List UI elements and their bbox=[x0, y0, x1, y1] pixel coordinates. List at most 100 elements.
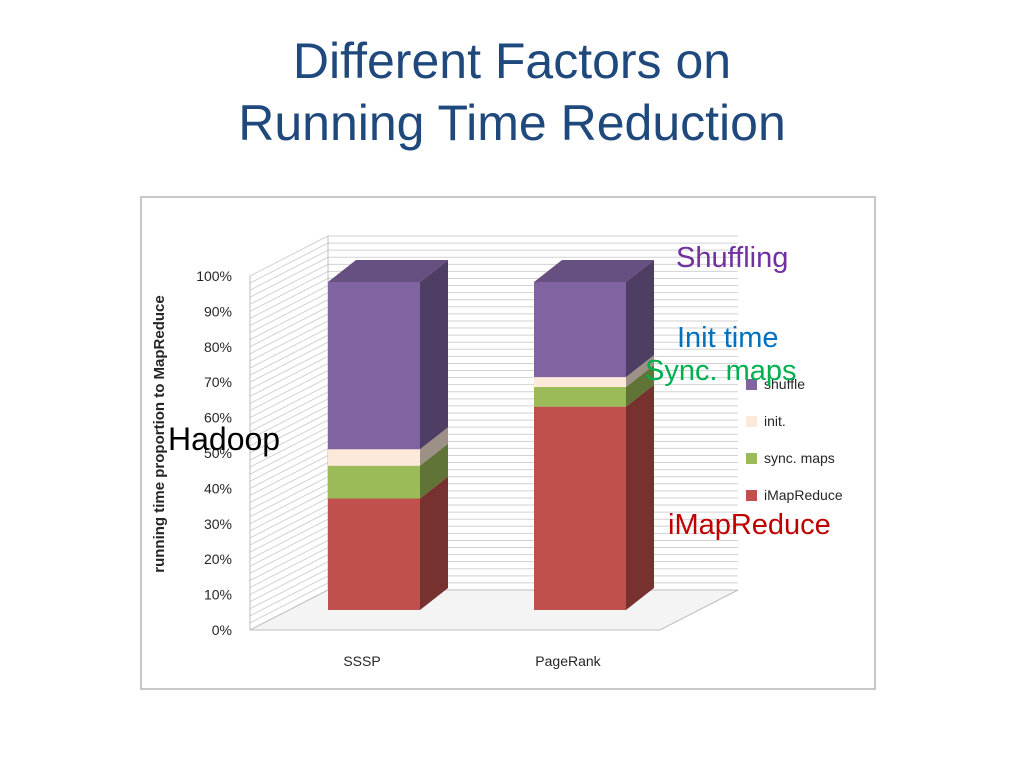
slide-title-line-2: Running Time Reduction bbox=[238, 95, 786, 151]
bar-segment-sssp-shuffle bbox=[328, 260, 448, 450]
gridline-side bbox=[249, 355, 329, 397]
gridline-side bbox=[249, 306, 329, 348]
gridline-side bbox=[249, 539, 329, 581]
y-tick-label: 10% bbox=[204, 587, 232, 603]
gridline-side bbox=[249, 278, 329, 319]
chart-legend: shuffle init. sync. maps iMapReduce bbox=[746, 376, 843, 503]
gridline-side bbox=[249, 292, 329, 334]
gridline-side bbox=[249, 547, 329, 588]
stacked-bar-chart: 0% 10% 20% 30% 40% 50% 60% 70% 80% 90% 100% SSSP Pa… bbox=[151, 235, 843, 669]
y-tick-label: 0% bbox=[212, 622, 232, 638]
legend-swatch bbox=[746, 416, 757, 427]
x-axis-categories: SSSP PageRank bbox=[343, 653, 601, 669]
gridline-side bbox=[249, 370, 329, 411]
gridline-side bbox=[249, 362, 329, 404]
y-tick-label: 70% bbox=[204, 374, 232, 390]
legend-item: shuffle bbox=[746, 376, 805, 392]
bar-segment-sssp-sync-maps bbox=[328, 443, 448, 499]
y-tick-label: 40% bbox=[204, 480, 232, 496]
legend-label: iMapReduce bbox=[764, 487, 843, 503]
chart-bars bbox=[328, 260, 654, 610]
gridline-side bbox=[249, 299, 329, 341]
bar-segment-pagerank-imapreduce bbox=[534, 384, 654, 610]
gridline-side bbox=[249, 455, 329, 496]
bar-segment-sssp-init bbox=[328, 427, 448, 466]
legend-swatch bbox=[746, 379, 757, 390]
y-tick-label: 80% bbox=[204, 339, 232, 355]
y-tick-label: 90% bbox=[204, 303, 232, 319]
callout-imapreduce: iMapReduce bbox=[668, 509, 831, 541]
gridline-side bbox=[249, 256, 329, 298]
gridline-side bbox=[249, 313, 329, 355]
chart-frame: 0% 10% 20% 30% 40% 50% 60% 70% 80% 90% 100% SSSP Pa… bbox=[140, 196, 876, 690]
legend-label: init. bbox=[764, 413, 786, 429]
bar-segment-pagerank-sync-maps bbox=[534, 364, 654, 407]
callout-init-time: Init time bbox=[677, 322, 779, 354]
slide-title: Different Factors on Running Time Reduct… bbox=[0, 30, 1024, 154]
bar-segment-pagerank-init bbox=[534, 355, 654, 387]
gridline-side bbox=[249, 405, 329, 447]
gridline-side bbox=[249, 377, 329, 419]
gridline-side bbox=[249, 270, 329, 312]
gridline-side bbox=[249, 263, 329, 305]
gridline-side bbox=[249, 327, 329, 369]
gridline-side bbox=[249, 447, 329, 489]
gridline-side bbox=[249, 412, 329, 454]
y-tick-label: 20% bbox=[204, 551, 232, 567]
gridline-side bbox=[249, 554, 329, 596]
gridline-side bbox=[249, 334, 329, 376]
gridline-side bbox=[249, 320, 329, 362]
legend-label: sync. maps bbox=[764, 450, 835, 466]
gridline-side bbox=[249, 426, 329, 468]
gridline-side bbox=[249, 525, 329, 567]
gridline-side bbox=[249, 532, 329, 574]
callout-sync-maps: Sync. maps bbox=[645, 355, 797, 387]
gridline-side bbox=[249, 575, 329, 617]
gridline-side bbox=[249, 568, 329, 610]
gridline-side bbox=[249, 476, 329, 518]
gridline-side bbox=[249, 433, 329, 475]
legend-item: init. bbox=[746, 413, 786, 429]
gridline-side bbox=[249, 504, 329, 546]
gridline-side bbox=[249, 348, 329, 390]
gridline-side bbox=[249, 384, 329, 426]
gridline-side bbox=[249, 518, 329, 560]
y-axis-label: running time proportion to MapReduce bbox=[151, 295, 168, 573]
y-tick-label: 30% bbox=[204, 516, 232, 532]
bar-segment-sssp-imapreduce bbox=[328, 476, 448, 610]
gridline-side bbox=[249, 561, 329, 603]
gridline-side bbox=[249, 242, 329, 284]
callout-shuffling: Shuffling bbox=[676, 242, 789, 274]
gridline-side bbox=[249, 483, 329, 525]
gridline-side bbox=[249, 490, 329, 532]
x-category-label: SSSP bbox=[343, 653, 380, 669]
gridline-side bbox=[249, 582, 329, 624]
legend-item: iMapReduce bbox=[746, 487, 843, 503]
gridline-side bbox=[249, 341, 329, 383]
gridline-side bbox=[249, 440, 329, 482]
y-tick-label: 100% bbox=[196, 268, 232, 284]
x-category-label: PageRank bbox=[535, 653, 601, 669]
gridline-side bbox=[249, 391, 329, 433]
legend-item: sync. maps bbox=[746, 450, 835, 466]
gridline-side bbox=[249, 511, 329, 553]
gridline-side bbox=[249, 462, 329, 504]
bar-segment-pagerank-shuffle bbox=[534, 260, 654, 378]
chart-floor bbox=[249, 589, 739, 631]
chart-gridlines bbox=[249, 235, 739, 631]
y-axis-ticks: 0% 10% 20% 30% 40% 50% 60% 70% 80% 90% 100% bbox=[196, 268, 232, 638]
legend-swatch bbox=[746, 453, 757, 464]
gridline-side bbox=[249, 398, 329, 440]
gridline-side bbox=[249, 497, 329, 539]
callout-hadoop: Hadoop bbox=[168, 421, 281, 457]
y-tick-label: 50% bbox=[204, 445, 232, 461]
gridline-side bbox=[249, 235, 329, 277]
gridline-side bbox=[249, 285, 329, 327]
gridline-side bbox=[249, 419, 329, 461]
gridline-side bbox=[249, 249, 329, 291]
legend-label: shuffle bbox=[764, 376, 805, 392]
slide-title-line-1: Different Factors on bbox=[292, 33, 732, 89]
gridline-side bbox=[249, 469, 329, 511]
y-tick-label: 60% bbox=[204, 410, 232, 426]
legend-swatch bbox=[746, 490, 757, 501]
